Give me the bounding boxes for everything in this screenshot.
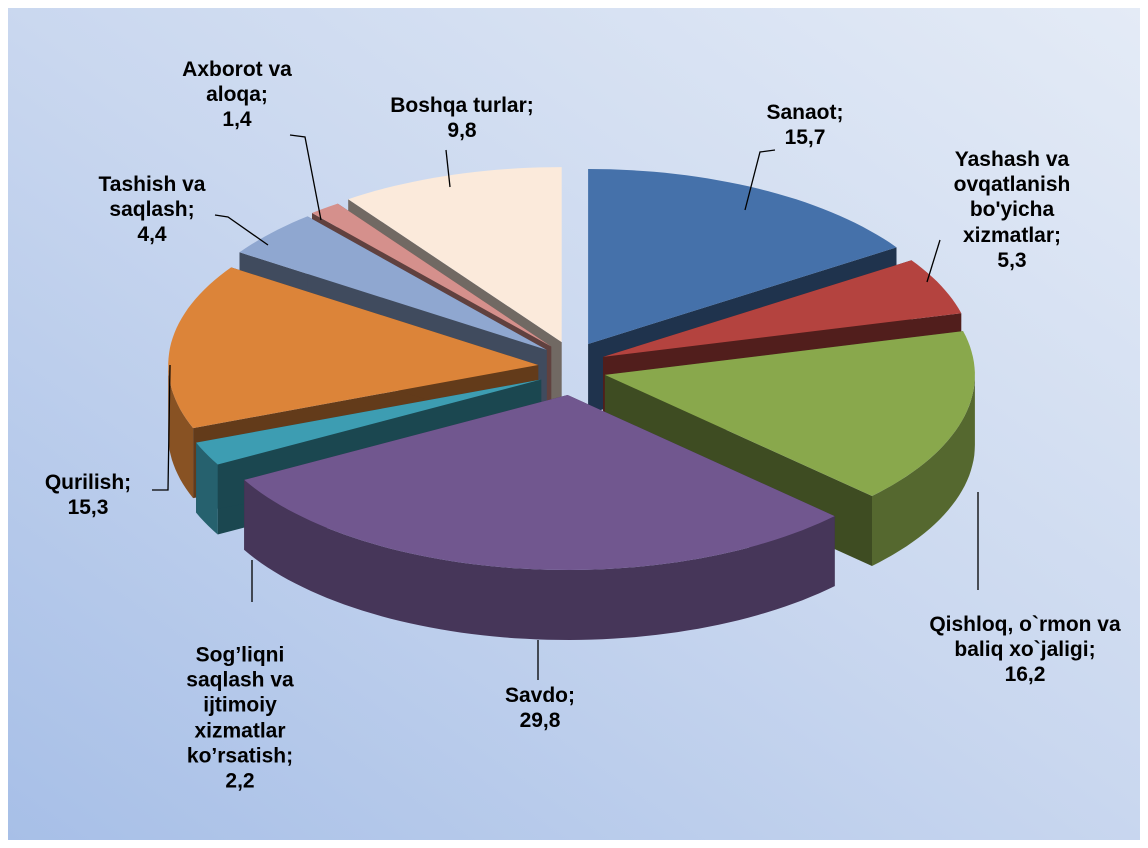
- slice: [588, 169, 897, 344]
- category-label: Qishloq, o`rmon va baliq xo`jaligi;: [929, 613, 1121, 662]
- data-label: Qishloq, o`rmon va baliq xo`jaligi; 16,2: [910, 612, 1140, 688]
- category-label: Qurilish;: [44, 470, 132, 494]
- category-label: Tashish va saqlash;: [98, 173, 206, 222]
- category-label: Sanaot;: [766, 100, 844, 124]
- slice: [603, 260, 962, 357]
- leader-line: [152, 364, 171, 491]
- slice-wall: [872, 374, 975, 566]
- data-label: Axborot va aloqa; 1,4: [167, 57, 307, 133]
- leader-line: [744, 149, 776, 211]
- category-label: Savdo;: [504, 683, 575, 707]
- value-label: 4,4: [137, 223, 167, 247]
- slice: [604, 331, 975, 496]
- category-label: Axborot va aloqa;: [182, 58, 292, 107]
- slice: [244, 395, 835, 640]
- slice-wall: [244, 479, 835, 640]
- value-label: 9,8: [447, 119, 477, 142]
- value-label: 15,7: [784, 126, 826, 149]
- slice-wall: [168, 365, 194, 499]
- slice: [239, 216, 547, 350]
- category-label: Sog’liqni saqlash va ijtimoiy xizmatlar …: [186, 643, 294, 768]
- leader-line: [289, 134, 322, 221]
- leader-line: [926, 239, 941, 283]
- value-label: 2,2: [225, 769, 255, 793]
- data-label: Savdo; 29,8: [465, 683, 615, 733]
- value-label: 16,2: [1004, 663, 1046, 687]
- data-label: Boshqa turlar; 9,8: [352, 93, 572, 143]
- slice: [196, 379, 542, 465]
- category-label: Boshqa turlar;: [390, 93, 534, 117]
- slice: [348, 167, 562, 343]
- slice: [168, 267, 539, 429]
- data-label: Yashash va ovqatlanish bo'yicha xizmatla…: [922, 147, 1102, 273]
- value-label: 5,3: [997, 248, 1027, 272]
- category-label: Yashash va ovqatlanish bo'yicha xizmatla…: [953, 148, 1071, 247]
- data-label: Tashish va saqlash; 4,4: [67, 172, 237, 248]
- slice-wall: [196, 442, 218, 535]
- value-label: 15,3: [67, 496, 109, 519]
- data-label: Qurilish; 15,3: [18, 470, 158, 520]
- slice: [244, 395, 835, 570]
- leader-line: [445, 149, 451, 188]
- leader-line: [214, 214, 269, 246]
- slice: [312, 203, 552, 347]
- value-label: 1,4: [222, 108, 252, 132]
- value-label: 29,8: [519, 709, 561, 732]
- data-label: Sanaot; 15,7: [740, 100, 870, 150]
- data-label: Sog’liqni saqlash va ijtimoiy xizmatlar …: [155, 642, 325, 793]
